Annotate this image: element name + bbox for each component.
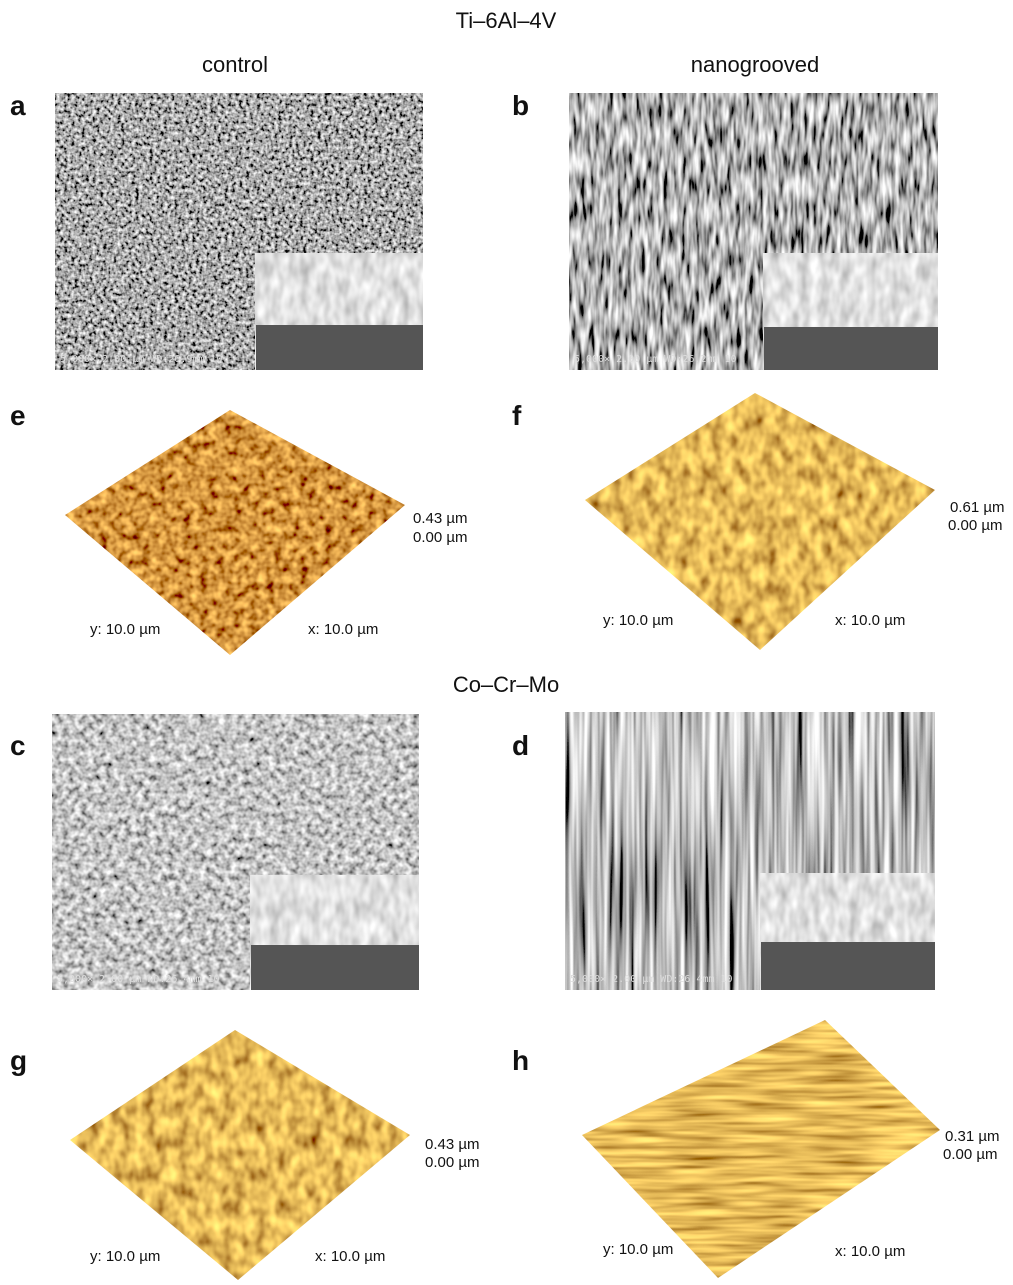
panel-label: b xyxy=(512,90,529,121)
x-axis-label: x: 10.0 µm xyxy=(835,612,905,629)
sem-image: 5,000× 2.00 μm WD:26.4mm 10 xyxy=(52,714,419,990)
sem-image: 5,000× 2.00 μm WD:26.4mm 10 xyxy=(565,712,935,990)
z-max: 0.43 µm xyxy=(413,510,468,527)
column-header: nanogrooved xyxy=(691,52,819,77)
afm-surface xyxy=(65,1025,415,1285)
sem-info: 5,000× 2.00 μm WD:26.9mm 10 xyxy=(60,354,223,365)
x-axis-label: x: 10.0 µm xyxy=(835,1243,905,1260)
x-axis-label: x: 10.0 µm xyxy=(315,1248,385,1265)
z-min: 0.00 µm xyxy=(948,517,1003,534)
y-axis-label: y: 10.0 µm xyxy=(90,621,160,638)
panel-label: a xyxy=(10,90,26,121)
sem-image: 5,000× 2.00 μm WD:26.2mm 10 xyxy=(569,93,938,370)
section-title: Co–Cr–Mo xyxy=(453,672,559,697)
sem-image: 5,000× 2.00 μm WD:26.9mm 10 xyxy=(55,93,423,370)
z-max: 0.61 µm xyxy=(950,499,1005,516)
panel-label: c xyxy=(10,730,26,761)
panel-label: g xyxy=(10,1045,27,1076)
z-max: 0.31 µm xyxy=(945,1128,1000,1145)
panel-label: d xyxy=(512,730,529,761)
z-min: 0.00 µm xyxy=(943,1146,998,1163)
z-min: 0.00 µm xyxy=(413,529,468,546)
section-title: Ti–6Al–4V xyxy=(456,8,557,33)
sem-info: 5,000× 2.00 μm WD:26.2mm 10 xyxy=(574,354,737,365)
panel-label: h xyxy=(512,1045,529,1076)
sem-info: 5,000× 2.00 μm WD:26.4mm 10 xyxy=(570,974,733,985)
panel-label: e xyxy=(10,400,26,431)
sem-info: 5,000× 2.00 μm WD:26.4mm 10 xyxy=(57,974,220,985)
y-axis-label: y: 10.0 µm xyxy=(90,1248,160,1265)
y-axis-label: y: 10.0 µm xyxy=(603,1241,673,1258)
x-axis-label: x: 10.0 µm xyxy=(308,621,378,638)
z-min: 0.00 µm xyxy=(425,1154,480,1171)
y-axis-label: y: 10.0 µm xyxy=(603,612,673,629)
figure: Ti–6Al–4V control nanogrooved a 5,000× 2… xyxy=(0,0,1013,1285)
column-header: control xyxy=(202,52,268,77)
z-max: 0.43 µm xyxy=(425,1136,480,1153)
panel-label: f xyxy=(512,400,522,431)
